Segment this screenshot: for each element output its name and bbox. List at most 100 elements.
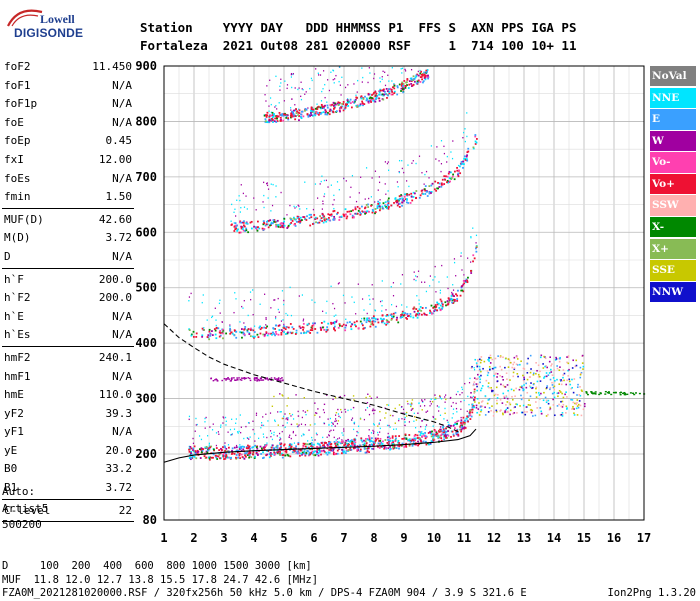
echo-point bbox=[295, 332, 298, 334]
echo-point bbox=[266, 85, 268, 87]
echo-point bbox=[379, 419, 381, 421]
echo-point bbox=[338, 109, 341, 112]
echo-point bbox=[296, 450, 299, 453]
echo-point bbox=[270, 379, 272, 381]
echo-point bbox=[266, 114, 269, 117]
echo-point bbox=[506, 397, 509, 400]
echo-point bbox=[373, 424, 376, 426]
echo-point bbox=[325, 179, 327, 182]
echo-point bbox=[446, 175, 449, 178]
echo-point bbox=[273, 377, 276, 379]
echo-point bbox=[314, 450, 317, 453]
legend-item: SSE bbox=[650, 260, 696, 281]
echo-point bbox=[235, 336, 238, 339]
echo-point bbox=[337, 420, 340, 422]
echo-point bbox=[357, 431, 359, 434]
echo-point bbox=[447, 287, 449, 290]
echo-point bbox=[305, 331, 308, 334]
echo-point bbox=[294, 118, 297, 121]
echo-point bbox=[286, 84, 289, 86]
echo-point bbox=[226, 378, 229, 380]
echo-point bbox=[302, 318, 305, 320]
echo-point bbox=[325, 328, 328, 331]
echo-point bbox=[334, 452, 336, 455]
echo-point bbox=[418, 308, 421, 311]
echo-point bbox=[332, 423, 334, 425]
echo-point bbox=[560, 413, 563, 416]
echo-point bbox=[296, 110, 298, 113]
echo-point bbox=[461, 392, 463, 394]
echo-point bbox=[464, 128, 466, 130]
echo-point bbox=[361, 67, 363, 69]
echo-point bbox=[332, 69, 334, 71]
echo-point bbox=[236, 199, 238, 201]
echo-point bbox=[291, 326, 294, 329]
echo-point bbox=[396, 199, 399, 202]
echo-point bbox=[330, 321, 332, 324]
echo-point bbox=[489, 368, 491, 371]
echo-point bbox=[235, 227, 238, 230]
echo-point bbox=[516, 358, 519, 360]
echo-point bbox=[553, 396, 556, 399]
echo-point bbox=[463, 274, 465, 276]
echo-point bbox=[265, 115, 268, 118]
echo-point bbox=[391, 67, 393, 69]
echo-point bbox=[437, 435, 439, 438]
echo-point bbox=[508, 402, 511, 404]
echo-point bbox=[503, 397, 506, 399]
echo-point bbox=[358, 192, 360, 194]
echo-point bbox=[567, 362, 570, 365]
echo-point bbox=[444, 431, 447, 433]
x-tick-label: 12 bbox=[487, 531, 501, 545]
echo-point bbox=[400, 87, 403, 90]
echo-point bbox=[555, 358, 558, 360]
echo-point bbox=[404, 85, 407, 87]
echo-point bbox=[343, 428, 345, 430]
echo-point bbox=[368, 317, 370, 320]
echo-point bbox=[446, 300, 449, 303]
echo-point bbox=[224, 452, 227, 455]
echo-point bbox=[411, 199, 414, 202]
echo-point bbox=[337, 283, 340, 285]
echo-point bbox=[491, 358, 494, 361]
echo-point bbox=[397, 321, 400, 324]
echo-point bbox=[234, 228, 237, 231]
echo-point bbox=[537, 373, 540, 376]
echo-point bbox=[400, 444, 403, 447]
echo-point bbox=[439, 304, 442, 307]
echo-point bbox=[529, 386, 532, 389]
echo-point bbox=[298, 295, 300, 297]
echo-point bbox=[363, 442, 366, 445]
echo-point bbox=[275, 316, 277, 318]
echo-point bbox=[193, 450, 196, 453]
echo-point bbox=[364, 451, 367, 454]
echo-point bbox=[455, 402, 457, 405]
echo-point bbox=[444, 396, 446, 398]
echo-point bbox=[255, 209, 257, 211]
echo-point bbox=[424, 185, 427, 187]
echo-point bbox=[196, 423, 198, 426]
echo-point bbox=[462, 290, 465, 293]
echo-point bbox=[505, 408, 508, 411]
echo-point bbox=[298, 218, 301, 220]
echo-point bbox=[447, 423, 450, 426]
echo-point bbox=[419, 439, 422, 442]
param-value: N/A bbox=[112, 369, 132, 383]
echo-point bbox=[376, 396, 378, 398]
echo-point bbox=[342, 323, 345, 326]
echo-point bbox=[305, 108, 308, 111]
echo-point bbox=[278, 329, 281, 331]
echo-point bbox=[406, 315, 409, 318]
echo-point bbox=[410, 195, 413, 198]
echo-point bbox=[311, 114, 314, 117]
echo-point bbox=[349, 102, 352, 105]
echo-point bbox=[283, 113, 286, 116]
echo-point bbox=[571, 399, 574, 401]
echo-point bbox=[280, 333, 283, 336]
echo-point bbox=[197, 450, 200, 453]
echo-point bbox=[239, 457, 242, 460]
echo-point bbox=[416, 434, 419, 437]
echo-point bbox=[239, 321, 241, 323]
legend-item: X- bbox=[650, 217, 696, 238]
echo-point bbox=[235, 422, 237, 424]
